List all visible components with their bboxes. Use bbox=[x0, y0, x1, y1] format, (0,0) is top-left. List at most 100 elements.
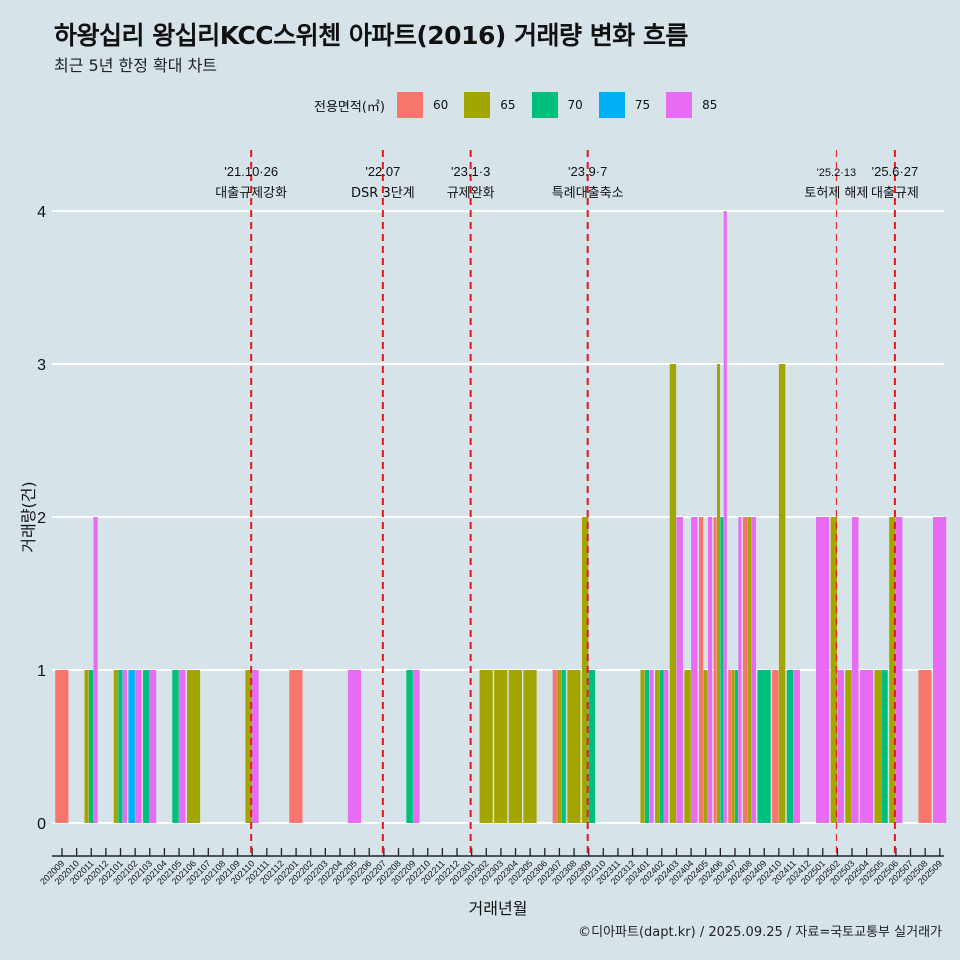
bar-202305-65 bbox=[523, 670, 537, 823]
bar-202508-60 bbox=[918, 670, 932, 823]
bar-202405-85 bbox=[707, 517, 713, 823]
y-tick-label-4: 4 bbox=[37, 204, 46, 221]
event-label-202110: 대출규제강화 bbox=[215, 186, 287, 201]
bar-202205-85 bbox=[347, 670, 362, 823]
event-date-202110: '21.10·26 bbox=[224, 164, 278, 179]
bar-202408-65 bbox=[747, 517, 752, 823]
bar-202302-65 bbox=[479, 670, 493, 823]
bar-202509-85 bbox=[933, 517, 947, 823]
event-label-202506: 대출규제 bbox=[871, 186, 919, 201]
bar-202401-65 bbox=[640, 670, 645, 823]
bar-202209-85 bbox=[413, 670, 420, 823]
legend-swatch-70 bbox=[531, 92, 558, 118]
legend-swatch-75 bbox=[598, 92, 625, 118]
bar-202309-65 bbox=[581, 517, 589, 823]
legend-swatch-65 bbox=[464, 92, 491, 118]
bar-202402-65 bbox=[655, 670, 660, 823]
legend-item-75: 75 bbox=[598, 92, 658, 118]
bar-202404-85 bbox=[691, 517, 698, 823]
bar-202101-65 bbox=[113, 670, 118, 823]
bar-202411-85 bbox=[793, 670, 800, 823]
event-date-202207: '22.07 bbox=[365, 164, 400, 179]
legend-label-75: 75 bbox=[634, 98, 651, 112]
y-tick-label-0: 0 bbox=[37, 816, 46, 833]
bar-202406-85 bbox=[723, 211, 727, 823]
event-label-202502: 토허제 해제 bbox=[804, 186, 868, 201]
bar-202401-70 bbox=[644, 670, 650, 823]
legend-label-65: 65 bbox=[500, 98, 516, 112]
y-tick-label-3: 3 bbox=[37, 357, 46, 374]
bar-202209-70 bbox=[406, 670, 413, 823]
bar-202307-60 bbox=[552, 670, 557, 823]
legend-item-65: 65 bbox=[464, 92, 523, 118]
bar-202402-70 bbox=[659, 670, 664, 823]
legend-label-60: 60 bbox=[432, 98, 449, 112]
bar-202410-60 bbox=[772, 670, 779, 823]
bar-202110-85 bbox=[252, 670, 259, 823]
bar-202505-65 bbox=[874, 670, 881, 823]
x-axis-title: 거래년월 bbox=[469, 899, 528, 918]
bar-202408-60 bbox=[742, 517, 748, 823]
legend-item-60: 60 bbox=[396, 92, 456, 118]
bar-202106-65 bbox=[186, 670, 201, 823]
legend: 전용면적(㎡) 60 65 70 75 85 bbox=[314, 92, 733, 118]
bar-202503-65 bbox=[845, 670, 852, 823]
source-caption: ©디아파트(dapt.kr) / 2025.09.25 / 자료=국토교통부 실… bbox=[578, 925, 942, 940]
bar-202009-60 bbox=[55, 670, 69, 823]
legend-item-85: 85 bbox=[666, 92, 725, 118]
bar-202506-85 bbox=[895, 517, 903, 823]
legend-item-70: 70 bbox=[531, 92, 591, 118]
y-axis-title: 거래량(건) bbox=[19, 481, 38, 552]
bar-202502-65 bbox=[830, 517, 838, 823]
legend-swatch-60 bbox=[396, 92, 423, 118]
bar-202411-70 bbox=[786, 670, 794, 823]
chart-subtitle: 최근 5년 한정 확대 차트 bbox=[54, 56, 218, 75]
bar-202103-85 bbox=[149, 670, 157, 823]
bar-202201-60 bbox=[289, 670, 303, 823]
event-date-202301: '23.1·3 bbox=[451, 164, 490, 179]
bar-202304-65 bbox=[508, 670, 522, 823]
bar-202105-70 bbox=[172, 670, 179, 823]
event-label-202301: 규제완화 bbox=[447, 186, 495, 201]
event-date-202309: '23.9·7 bbox=[568, 164, 607, 179]
bar-202407-60 bbox=[728, 670, 732, 823]
chart-title: 하왕십리 왕십리KCC스위첸 아파트(2016) 거래량 변화 흐름 bbox=[54, 21, 688, 50]
bar-202403-65 bbox=[669, 364, 677, 823]
bar-202011-65 bbox=[84, 670, 89, 823]
bar-202405-65 bbox=[703, 670, 708, 823]
bar-202410-65 bbox=[778, 364, 786, 823]
bar-202103-70 bbox=[143, 670, 150, 823]
event-date-202502: '25.2·13 bbox=[817, 167, 856, 179]
bar-202307-70 bbox=[561, 670, 566, 823]
bar-202401-85 bbox=[649, 670, 654, 823]
event-date-202506: '25.6·27 bbox=[872, 164, 919, 179]
legend-label-85: 85 bbox=[702, 98, 718, 112]
bar-202101-70 bbox=[118, 670, 123, 823]
bar-202503-85 bbox=[852, 517, 859, 823]
bar-202102-85 bbox=[135, 670, 142, 823]
bar-202406-65 bbox=[716, 364, 721, 823]
bar-202308-65 bbox=[567, 670, 581, 823]
bar-202407-65 bbox=[731, 670, 735, 823]
bar-202407-85 bbox=[738, 517, 742, 823]
bar-202402-85 bbox=[664, 670, 669, 823]
legend-swatch-85 bbox=[666, 92, 693, 118]
bar-202406-60 bbox=[713, 517, 717, 823]
bar-202110-65 bbox=[245, 670, 252, 823]
event-label-202309: 특례대출축소 bbox=[552, 186, 624, 201]
bar-202405-60 bbox=[698, 517, 704, 823]
bar-202501-85 bbox=[816, 517, 830, 823]
y-tick-label-2: 2 bbox=[37, 510, 46, 527]
bar-202101-85 bbox=[122, 670, 127, 823]
legend-label-70: 70 bbox=[567, 98, 583, 112]
bar-202407-70 bbox=[734, 670, 739, 823]
bar-202303-65 bbox=[494, 670, 508, 823]
bar-202309-70 bbox=[588, 670, 596, 823]
bar-202403-85 bbox=[676, 517, 683, 823]
bar-202505-70 bbox=[881, 670, 888, 823]
bar-202409-70 bbox=[757, 670, 771, 823]
bar-202011-70 bbox=[89, 670, 94, 823]
bar-202404-65 bbox=[684, 670, 691, 823]
bar-202406-70 bbox=[720, 517, 724, 823]
